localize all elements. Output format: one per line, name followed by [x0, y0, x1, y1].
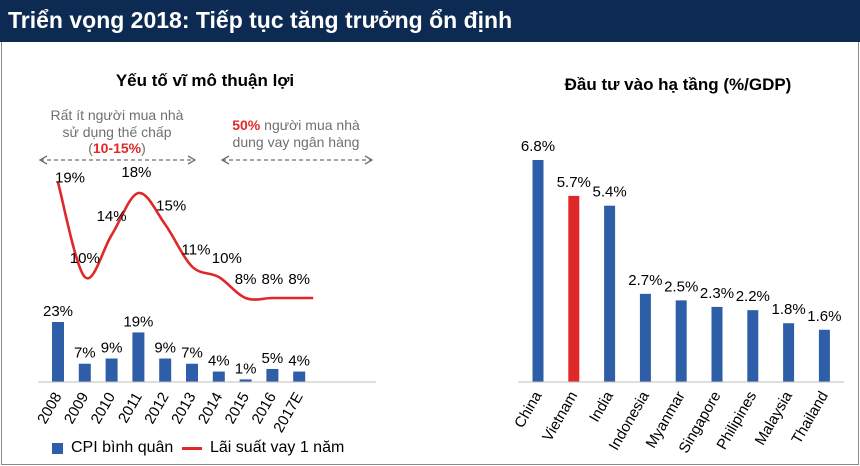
- annotation-right-arrow: [220, 155, 374, 165]
- cpi-label-2015: 1%: [235, 360, 257, 377]
- cpi-bar-2014: [212, 371, 225, 382]
- annotation-right-line1-rest: người mua nhà: [260, 117, 360, 133]
- infra-bar-thailand: [818, 329, 830, 382]
- cpi-bar-2017E: [293, 371, 306, 382]
- x-label-2013: 2013: [168, 390, 199, 427]
- x-label-2012: 2012: [141, 390, 172, 427]
- infra-x-label-vietnam: Vietnam: [539, 389, 581, 445]
- annotation-left-arrow: [38, 155, 197, 165]
- x-label-2014: 2014: [195, 390, 226, 427]
- x-label-2010: 2010: [88, 390, 119, 427]
- infra-bar-china: [532, 160, 544, 382]
- infra-bar-singapore: [711, 306, 723, 382]
- macro-chart-title: Yếu tố vĩ mô thuận lợi: [116, 71, 294, 90]
- rate-label-2015: 8%: [235, 271, 257, 288]
- legend-rate: Lãi suất vay 1 năm: [182, 438, 344, 458]
- rate-label-2009: 10%: [70, 250, 100, 267]
- annotation-right-line1: 50% người mua nhà: [232, 117, 360, 133]
- cpi-label-2014: 4%: [208, 353, 230, 370]
- macro-chart-x-labels: 2008200920102011201220132014201520162017…: [34, 390, 307, 436]
- rate-label-2017E: 8%: [288, 271, 310, 288]
- page-title: Triển vọng 2018: Tiếp tục tăng trưởng ổn…: [8, 7, 513, 33]
- cpi-label-2013: 7%: [181, 345, 203, 362]
- annotation-right-highlight: 50%: [232, 117, 261, 133]
- cpi-label-2012: 9%: [154, 340, 176, 357]
- annotation-left-highlight: 10-15%: [93, 140, 142, 156]
- infra-bar-malaysia: [783, 323, 795, 382]
- rate-label-2010: 14%: [97, 208, 127, 225]
- infra-label-singapore: 2.3%: [700, 285, 734, 302]
- annotation-left-close: ): [141, 140, 146, 156]
- cpi-label-2017E: 4%: [288, 353, 310, 370]
- infrastructure-chart: Đầu tư vào hạ tầng (%/GDP) 6.8% 5.7%5.4% 2…: [511, 75, 844, 456]
- cpi-label-2011: 19%: [123, 313, 153, 330]
- interest-rate-line: [56, 182, 314, 301]
- cpi-bar-2009: [78, 363, 91, 382]
- x-label-2011: 2011: [115, 390, 146, 426]
- rate-label-2016: 8%: [262, 271, 284, 288]
- infra-bar-vietnam: [568, 195, 580, 382]
- interest-rate-series: 19%10%14%18%15%11% 10%8% 8% 8%: [55, 164, 314, 301]
- infra-bar-india: [604, 205, 616, 382]
- rate-label-2014: 10%: [212, 250, 242, 267]
- rate-label-2012: 15%: [156, 198, 186, 215]
- x-label-2008: 2008: [34, 390, 65, 427]
- cpi-label-2008: 23%: [43, 303, 73, 320]
- annotation-right-line2: dung vay ngân hàng: [233, 134, 360, 150]
- infra-bar-philipines: [747, 310, 759, 382]
- cpi-series: 23%7% 9%19%9% 7% 4% 1%5% 4%: [43, 303, 310, 382]
- macro-chart: Yếu tố vĩ mô thuận lợi Rất ít người mua …: [34, 71, 376, 436]
- legend-cpi: CPI bình quân: [52, 438, 173, 458]
- annotation-left-line2: sử dụng thế chấp: [62, 124, 171, 140]
- header-bar: Triển vọng 2018: Tiếp tục tăng trưởng ổn…: [0, 0, 860, 42]
- infra-x-label-india: India: [586, 388, 617, 425]
- infra-x-label-china: China: [511, 388, 546, 431]
- legend-cpi-label: CPI bình quân: [71, 439, 174, 456]
- x-label-2015: 2015: [222, 390, 253, 427]
- content-frame: [1, 42, 859, 465]
- annotation-left-line3: (10-15%): [88, 140, 146, 156]
- rate-label-2008: 19%: [55, 170, 85, 187]
- infra-label-philipines: 2.2%: [736, 288, 770, 305]
- legend-rate-swatch: [182, 446, 202, 450]
- cpi-label-2009: 7%: [74, 345, 96, 362]
- rate-label-2013: 11%: [182, 242, 211, 259]
- infra-label-indonesia: 2.7%: [628, 272, 662, 289]
- cpi-label-2016: 5%: [262, 350, 284, 367]
- infra-label-malaysia: 1.8%: [771, 301, 805, 318]
- legend-cpi-swatch: [52, 442, 63, 454]
- x-label-2009: 2009: [61, 390, 92, 427]
- infra-label-india: 5.4%: [592, 184, 626, 201]
- cpi-bar-2016: [266, 368, 279, 382]
- infra-bar-myanmar: [675, 300, 687, 382]
- cpi-bar-2013: [186, 363, 198, 382]
- legend-rate-label: Lãi suất vay 1 năm: [210, 439, 345, 456]
- cpi-bar-2012: [159, 358, 172, 382]
- cpi-bar-2010: [105, 358, 118, 382]
- annotation-left-open: (: [88, 140, 93, 156]
- infra-bar-indonesia: [639, 293, 651, 382]
- infra-label-vietnam: 5.7%: [557, 174, 591, 191]
- infra-label-myanmar: 2.5%: [664, 278, 698, 295]
- infrastructure-chart-title: Đầu tư vào hạ tầng (%/GDP): [565, 75, 792, 94]
- cpi-bar-2011: [132, 332, 145, 382]
- cpi-bar-2015: [239, 379, 252, 382]
- infra-label-thailand: 1.6%: [807, 308, 841, 325]
- annotation-left-line1: Rất ít người mua nhà: [51, 107, 184, 123]
- cpi-label-2010: 9%: [101, 340, 123, 357]
- rate-label-2011: 18%: [121, 164, 151, 181]
- infra-label-china: 6.8%: [521, 138, 555, 155]
- cpi-bar-2008: [52, 322, 64, 382]
- infrastructure-series: 6.8% 5.7%5.4% 2.7% 2.5% 2.3% 2.2%1.8% 1.6%: [521, 138, 842, 382]
